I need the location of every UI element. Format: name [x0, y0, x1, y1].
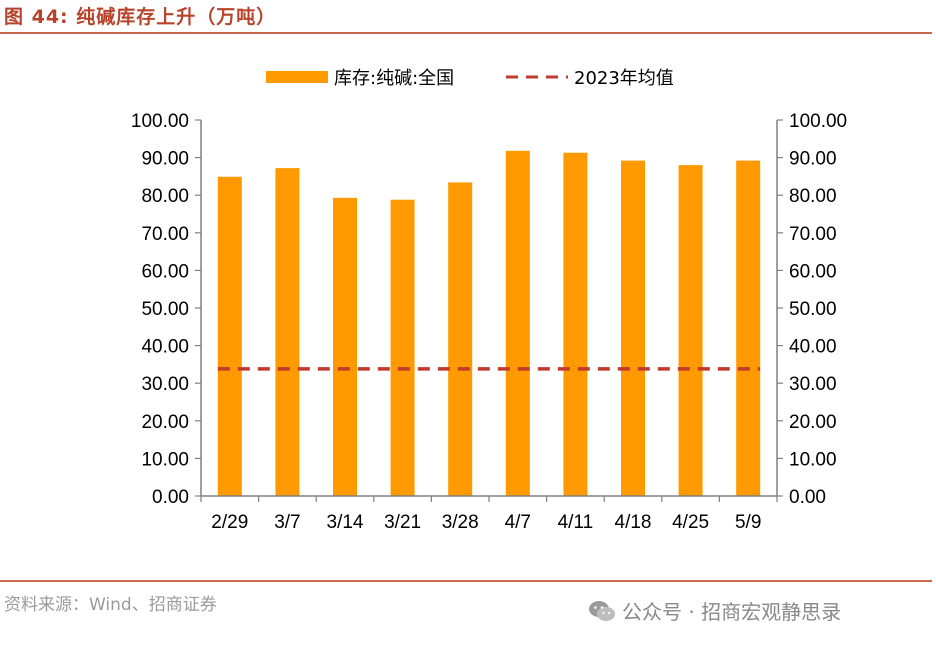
top-divider	[0, 32, 932, 34]
y-tick-label-left: 60.00	[141, 261, 189, 282]
x-tick-label: 5/9	[735, 512, 761, 533]
chart-legend: 库存:纯碱:全国 2023年均值	[266, 68, 674, 89]
y-tick-label-right: 20.00	[789, 412, 837, 433]
y-tick-label-right: 50.00	[789, 299, 837, 320]
watermark-text: 公众号 · 招商宏观静思录	[622, 600, 842, 624]
source-note: 资料来源：Wind、招商证券	[4, 595, 217, 615]
legend-label-avg: 2023年均值	[574, 68, 674, 89]
y-tick-label-left: 70.00	[141, 224, 189, 245]
bar-5-9	[736, 160, 761, 496]
y-tick-label-right: 10.00	[789, 449, 837, 470]
x-tick-label: 3/14	[327, 512, 364, 533]
y-tick-label-right: 100.00	[789, 111, 847, 132]
y-tick-label-left: 90.00	[141, 149, 189, 170]
watermark: 公众号 · 招商宏观静思录	[588, 596, 841, 625]
bar-4-25	[678, 165, 703, 496]
y-tick-label-right: 90.00	[789, 149, 837, 170]
bar-3-21	[390, 199, 415, 496]
y-tick-label-right: 80.00	[789, 186, 837, 207]
y-tick-label-left: 50.00	[141, 299, 189, 320]
y-tick-label-right: 70.00	[789, 224, 837, 245]
y-tick-label-left: 0.00	[152, 487, 189, 508]
inventory-bar-chart: 库存:纯碱:全国 2023年均值 0.00 0.00 10.00 10.00 20.00…	[131, 68, 847, 533]
plot-area: 0.00 0.00 10.00 10.00 20.00 20.00 30.00 30.00 40…	[131, 111, 847, 533]
y-tick-label-right: 40.00	[789, 337, 837, 358]
y-tick-label-left: 100.00	[131, 111, 189, 132]
x-tick-label: 4/25	[672, 512, 709, 533]
wechat-icon	[589, 600, 615, 621]
bar-4-11	[563, 152, 588, 496]
x-tick-label: 4/18	[615, 512, 652, 533]
figure-title: 图 44: 纯碱库存上升（万吨）	[4, 6, 277, 28]
legend-label-bar: 库存:纯碱:全国	[334, 68, 454, 89]
y-tick-label-left: 80.00	[141, 186, 189, 207]
y-tick-label-right: 60.00	[789, 261, 837, 282]
bar-3-14	[333, 197, 357, 496]
y-tick-label-left: 30.00	[141, 374, 189, 395]
x-tick-label: 4/11	[558, 512, 594, 533]
y-tick-label-right: 0.00	[789, 487, 826, 508]
x-tick-label: 3/7	[274, 512, 300, 533]
bar-3-7	[275, 168, 300, 497]
x-tick-label: 2/29	[211, 512, 248, 533]
x-tick-label: 4/7	[505, 512, 531, 533]
bar-4-18	[621, 160, 645, 496]
y-tick-label-left: 40.00	[141, 337, 189, 358]
y-tick-label-left: 20.00	[141, 412, 189, 433]
bar-2-29	[217, 176, 242, 496]
x-tick-label: 3/21	[384, 512, 421, 533]
x-tick-label: 3/28	[442, 512, 479, 533]
bottom-divider	[0, 580, 932, 582]
bar-3-28	[448, 182, 473, 496]
y-tick-label-right: 30.00	[789, 374, 837, 395]
bar-4-7	[505, 150, 530, 496]
y-tick-label-left: 10.00	[141, 449, 189, 470]
legend-swatch-bar	[266, 71, 328, 83]
